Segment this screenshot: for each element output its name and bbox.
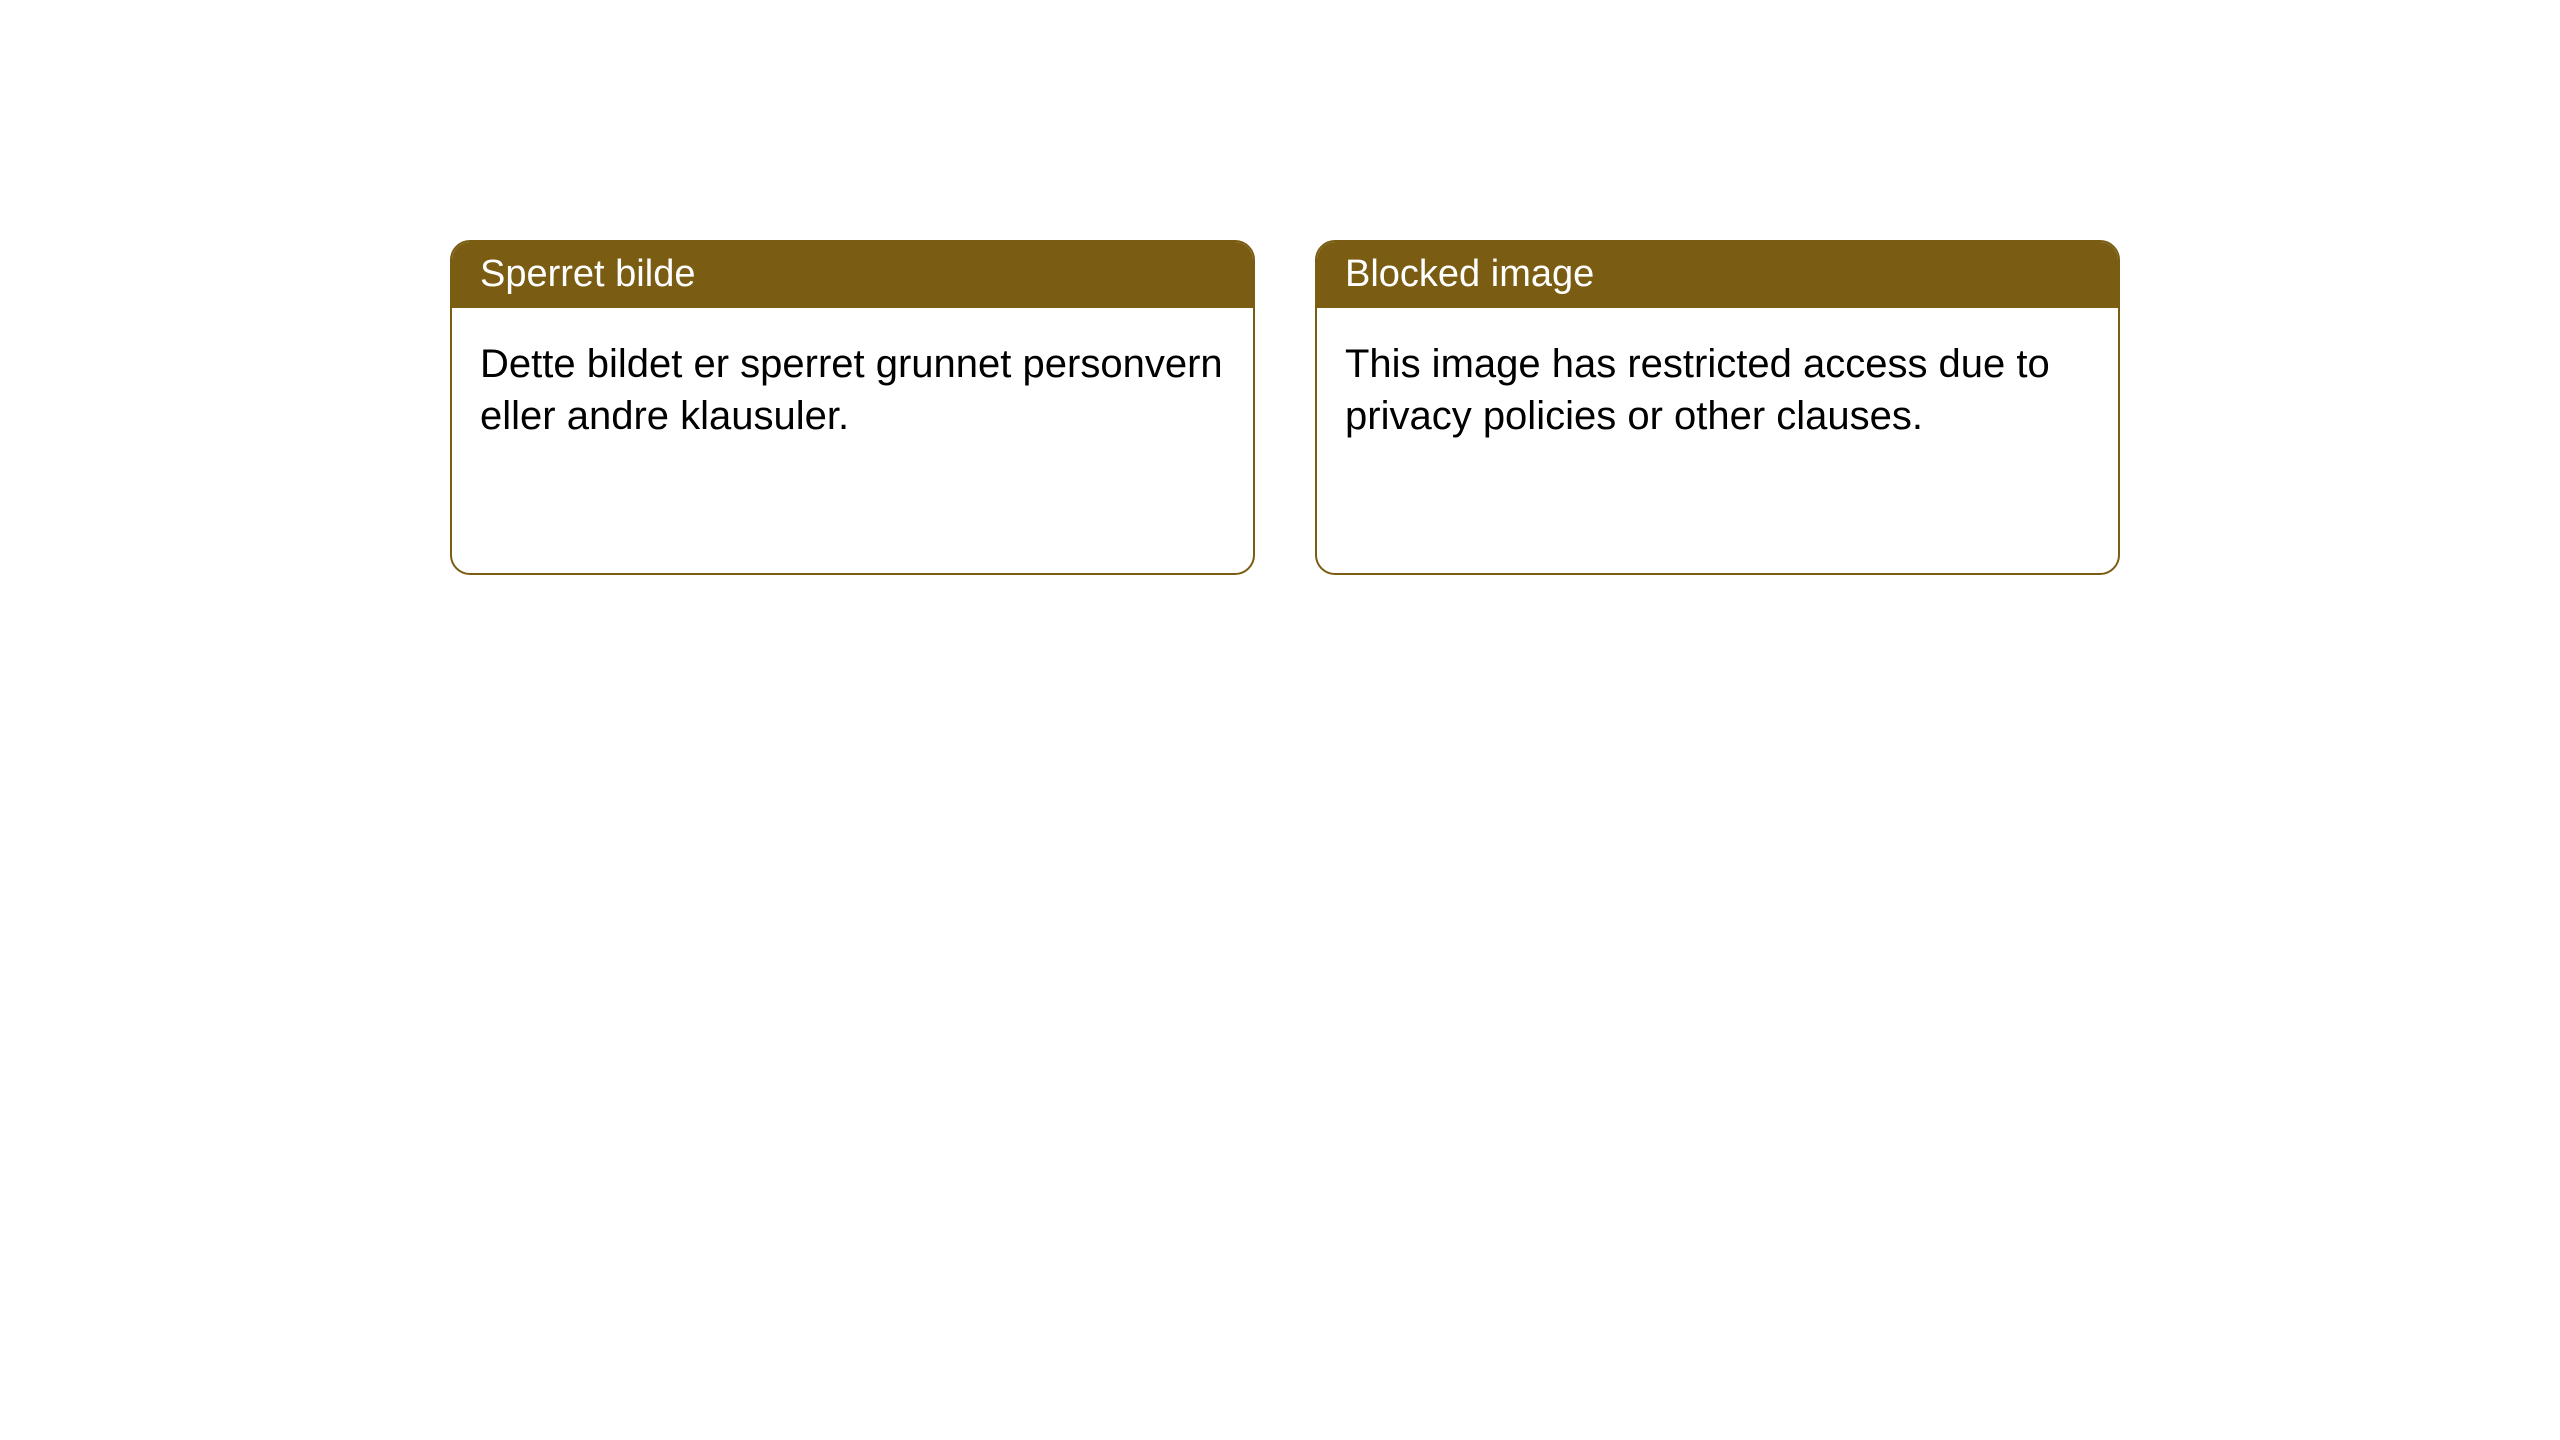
notice-body: This image has restricted access due to …: [1317, 308, 2118, 472]
notice-card-english: Blocked image This image has restricted …: [1315, 240, 2120, 575]
notice-title: Sperret bilde: [452, 242, 1253, 308]
notice-title: Blocked image: [1317, 242, 2118, 308]
notice-body: Dette bildet er sperret grunnet personve…: [452, 308, 1253, 472]
notice-card-norwegian: Sperret bilde Dette bildet er sperret gr…: [450, 240, 1255, 575]
notice-container: Sperret bilde Dette bildet er sperret gr…: [0, 0, 2560, 575]
